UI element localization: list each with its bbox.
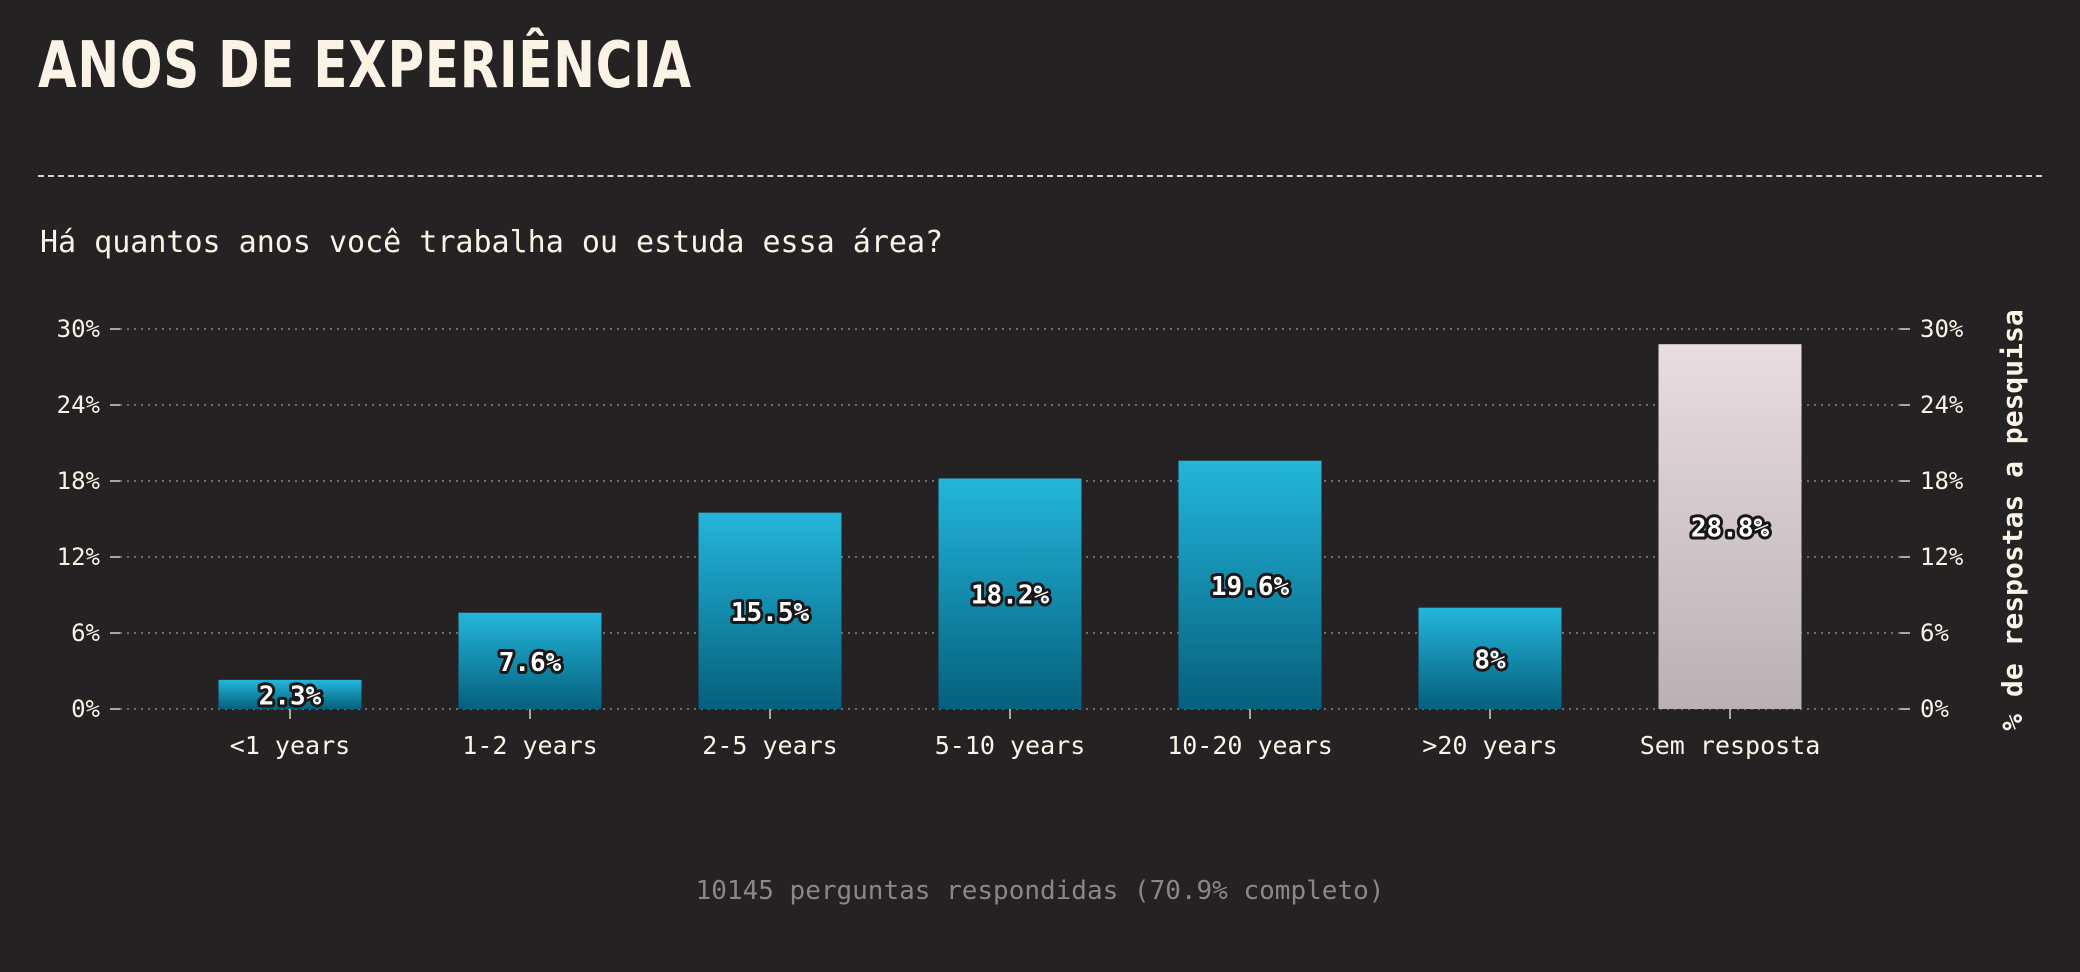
axis-ticks: 0% 0% 6% 6% 12% 12% 18% 18% 24% 24% 30% 30% [57, 315, 1964, 723]
x-tick-label: 5-10 years [935, 731, 1086, 760]
x-tick-label: <1 years [230, 731, 350, 760]
bar [938, 478, 1082, 709]
y-tick-label-right: 0% [1920, 695, 1949, 723]
y-tick-label-right: 18% [1920, 467, 1964, 495]
bar [1418, 607, 1562, 709]
bar-value-label: 2.3% [259, 681, 322, 711]
bar-value-label: 19.6% [1211, 572, 1290, 602]
y-tick-label-right: 6% [1920, 619, 1949, 647]
category-labels: <1 years 1-2 years 2-5 years 5-10 years 10-2… [230, 709, 1821, 760]
y-tick-label-left: 18% [57, 467, 101, 495]
x-tick-label: >20 years [1422, 731, 1557, 760]
bar-value-label: 8% [1474, 645, 1506, 675]
y-tick-label-right: 12% [1920, 543, 1964, 571]
bar [458, 612, 602, 709]
y-axis-title: % de respostas a pesquisa [1996, 309, 2029, 730]
bar [698, 512, 842, 709]
y-tick-label-left: 24% [57, 391, 101, 419]
y-tick-label-left: 0% [71, 695, 100, 723]
chart-subtitle: Há quantos anos você trabalha ou estuda … [40, 225, 944, 260]
y-tick-label-left: 12% [57, 543, 101, 571]
bar-value-label: 15.5% [731, 598, 810, 628]
bar [218, 679, 362, 709]
bar [1178, 460, 1322, 709]
y-tick-label-left: 30% [57, 315, 101, 343]
bar-value-label: 28.8% [1691, 514, 1770, 544]
x-tick-label: 2-5 years [702, 731, 837, 760]
x-tick-label: 1-2 years [462, 731, 597, 760]
response-count-footer: 10145 perguntas respondidas (70.9% compl… [695, 876, 1385, 906]
bars [218, 344, 1802, 709]
bar-value-label: 18.2% [971, 581, 1050, 611]
bar [1658, 344, 1802, 709]
chart-title: ANOS DE EXPERIÊNCIA [38, 29, 692, 103]
y-tick-label-right: 30% [1920, 315, 1964, 343]
bar-value-label: 7.6% [499, 648, 562, 678]
y-tick-label-left: 6% [71, 619, 100, 647]
y-tick-label-right: 24% [1920, 391, 1964, 419]
x-tick-label: Sem resposta [1640, 731, 1821, 760]
bar-labels: 2.3% 7.6% 15.5% 18.2% 19.6% 8% 28.8% [256, 511, 1773, 715]
title-divider [38, 175, 2042, 177]
x-tick-label: 10-20 years [1167, 731, 1333, 760]
